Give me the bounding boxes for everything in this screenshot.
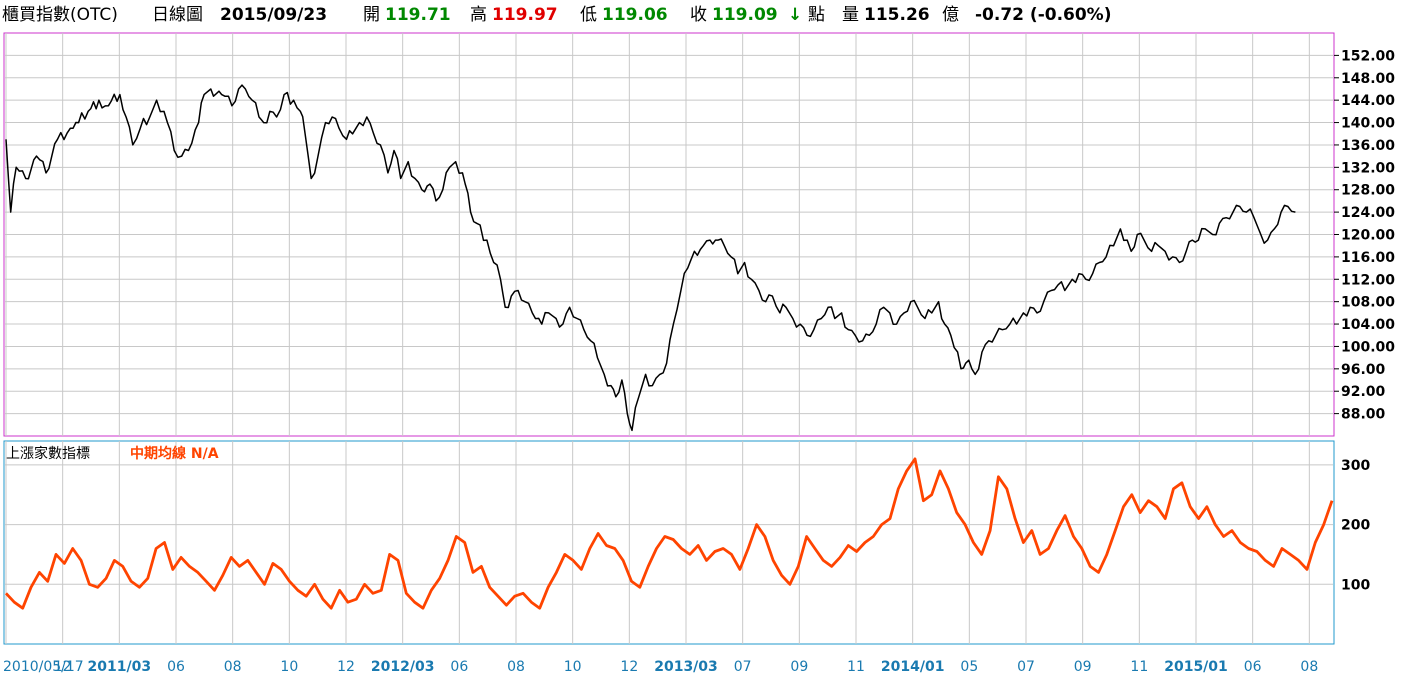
date-tick-label: 10 bbox=[280, 659, 298, 675]
index-title: 櫃買指數(OTC) bbox=[2, 5, 118, 25]
price-tick-label: 88.00 bbox=[1341, 407, 1386, 423]
date-tick-label: 07 bbox=[734, 659, 752, 675]
date-tick-label: 06 bbox=[450, 659, 468, 675]
unit-label: 點 bbox=[808, 5, 825, 25]
date-tick-label: 06 bbox=[1244, 659, 1262, 675]
high-label: 高 bbox=[470, 5, 487, 25]
price-tick-label: 116.00 bbox=[1341, 250, 1395, 266]
date-tick-label: 11 bbox=[1130, 659, 1148, 675]
date-tick-label: 2014/01 bbox=[881, 659, 945, 675]
close-value: 119.09 bbox=[712, 5, 778, 25]
indicator-axis: 100 200 300 bbox=[1341, 458, 1370, 593]
price-tick-label: 128.00 bbox=[1341, 183, 1395, 199]
indicator-panel-frame bbox=[3, 440, 1335, 645]
price-tick-label: 92.00 bbox=[1341, 384, 1386, 400]
price-tick-label: 152.00 bbox=[1341, 48, 1395, 64]
volume-label: 量 bbox=[842, 5, 859, 25]
date-tick-label: 2012/03 bbox=[371, 659, 435, 675]
date-tick-label: 08 bbox=[507, 659, 525, 675]
price-tick-label: 132.00 bbox=[1341, 160, 1395, 176]
date-tick-label: 2010/05/17 bbox=[3, 659, 84, 675]
period-label: 日線圖 bbox=[152, 5, 203, 25]
date-tick-label: 2011/03 bbox=[88, 659, 152, 675]
open-value: 119.71 bbox=[385, 5, 451, 25]
indicator-tick-label: 100 bbox=[1341, 577, 1370, 593]
date-tick-label: 07 bbox=[1017, 659, 1035, 675]
low-label: 低 bbox=[580, 5, 597, 25]
price-tick-label: 140.00 bbox=[1341, 116, 1395, 132]
indicator-ma-label: 中期均線 N/A bbox=[130, 445, 219, 462]
quote-date: 2015/09/23 bbox=[220, 5, 328, 25]
open-label: 開 bbox=[363, 5, 380, 25]
volume-value: 115.26 bbox=[864, 5, 930, 25]
date-tick-label: 09 bbox=[1074, 659, 1092, 675]
date-tick-label: 12 bbox=[337, 659, 355, 675]
date-tick-label: 12 bbox=[54, 659, 72, 675]
date-tick-label: 2013/03 bbox=[654, 659, 718, 675]
chart-header: 櫃買指數(OTC) 日線圖 2015/09/23 開 119.71 高 119.… bbox=[0, 0, 1403, 30]
date-tick-label: 12 bbox=[620, 659, 638, 675]
price-tick-label: 108.00 bbox=[1341, 295, 1395, 311]
price-tick-label: 124.00 bbox=[1341, 205, 1395, 221]
price-tick-label: 104.00 bbox=[1341, 317, 1395, 333]
price-tick-label: 120.00 bbox=[1341, 228, 1395, 244]
indicator-title: 上漲家數指標 bbox=[6, 445, 90, 462]
high-value: 119.97 bbox=[492, 5, 558, 25]
grid-lines bbox=[5, 33, 1333, 644]
price-line bbox=[5, 84, 1296, 432]
price-tick-label: 100.00 bbox=[1341, 339, 1395, 355]
date-tick-label: 05 bbox=[960, 659, 978, 675]
date-tick-label: 06 bbox=[167, 659, 185, 675]
date-tick-label: 2015/01 bbox=[1164, 659, 1228, 675]
down-arrow-icon: ↓ bbox=[788, 5, 803, 25]
date-tick-label: 08 bbox=[1300, 659, 1318, 675]
price-tick-label: 96.00 bbox=[1341, 362, 1386, 378]
price-tick-label: 144.00 bbox=[1341, 93, 1395, 109]
low-value: 119.06 bbox=[602, 5, 668, 25]
volume-unit: 億 bbox=[942, 5, 959, 25]
indicator-tick-label: 200 bbox=[1341, 518, 1370, 534]
price-tick-label: 112.00 bbox=[1341, 272, 1395, 288]
price-change: -0.72 (-0.60%) bbox=[975, 5, 1112, 25]
date-tick-label: 11 bbox=[847, 659, 865, 675]
price-tick-label: 148.00 bbox=[1341, 71, 1395, 87]
close-label: 收 bbox=[690, 5, 707, 25]
indicator-tick-label: 300 bbox=[1341, 458, 1370, 474]
date-tick-label: 08 bbox=[224, 659, 242, 675]
date-tick-label: 09 bbox=[790, 659, 808, 675]
date-tick-label: 10 bbox=[564, 659, 582, 675]
indicator-line bbox=[4, 457, 1334, 610]
price-axis: 88.00 92.00 96.00 100.00 104.00 108.00 112.00 1… bbox=[1334, 48, 1395, 423]
price-tick-label: 136.00 bbox=[1341, 138, 1395, 154]
